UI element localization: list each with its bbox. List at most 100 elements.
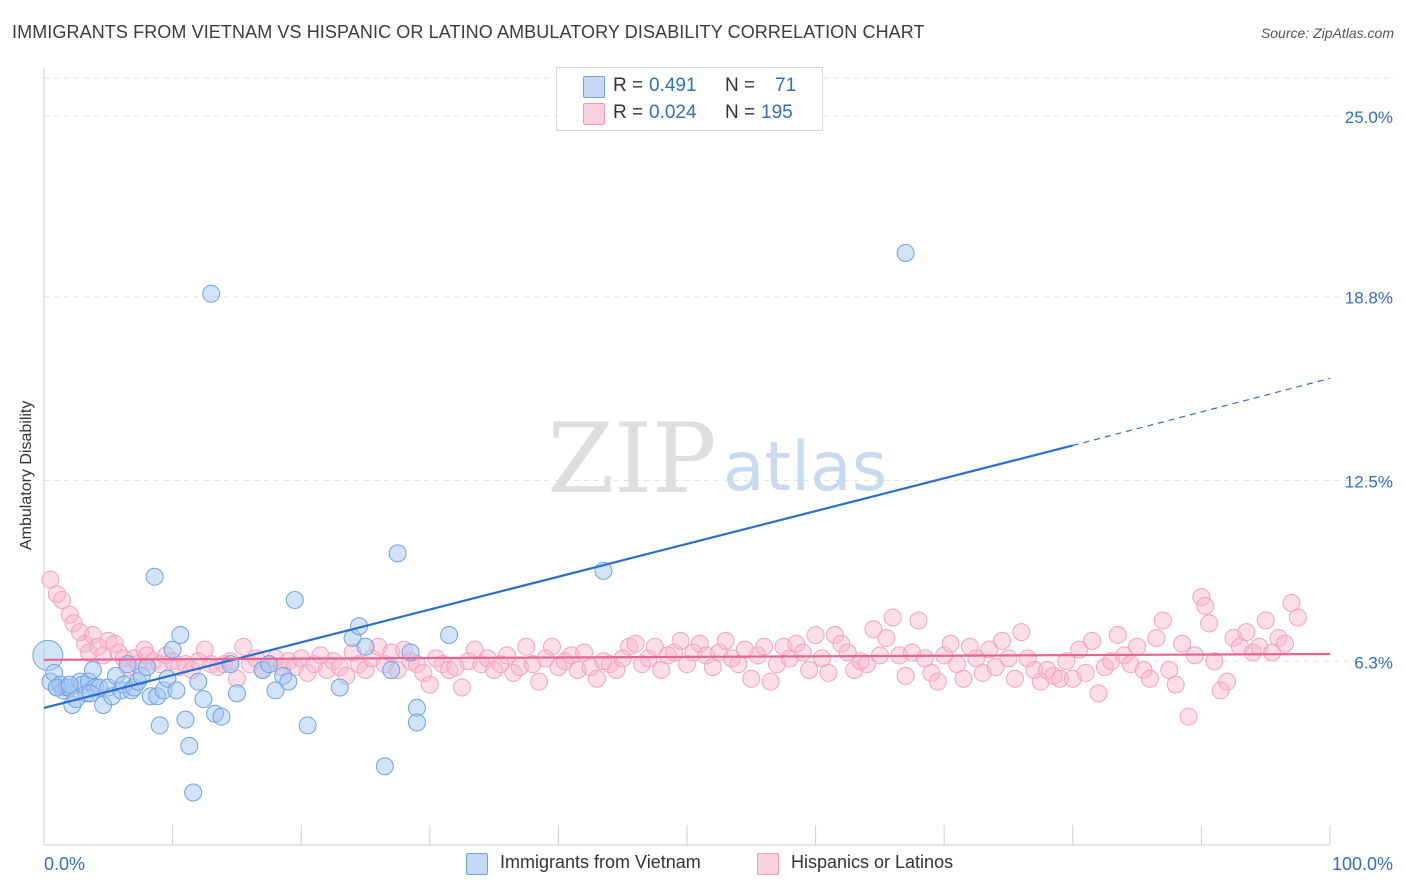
hispanics-point — [356, 661, 375, 680]
bottom-legend-label: Immigrants from Vietnam — [500, 852, 701, 872]
legend-swatch-hispanics — [583, 103, 605, 125]
hispanics-point — [645, 637, 664, 656]
watermark: ZIP atlas — [547, 403, 887, 515]
legend-n-value: 71 — [775, 75, 797, 96]
vietnam-point — [184, 783, 203, 802]
hispanics-point — [1012, 623, 1031, 642]
vietnam-point — [382, 661, 401, 680]
hispanics-point — [678, 655, 696, 674]
y-tick-label: 25.0% — [1345, 108, 1393, 127]
hispanics-point — [1196, 596, 1215, 615]
hispanics-point — [877, 628, 896, 647]
hispanics-point — [1179, 707, 1198, 726]
hispanics-point — [928, 672, 947, 691]
hispanics-point — [1108, 626, 1127, 645]
hispanics-point — [1275, 634, 1294, 653]
hispanics-point — [999, 649, 1018, 668]
legend-r-label: R = — [613, 75, 644, 96]
series-hispanics-points — [41, 570, 1307, 726]
y-axis-label-text: Ambulatory Disability — [18, 400, 35, 550]
hispanics-point — [941, 634, 960, 653]
hispanics-trend-line — [43, 652, 1331, 661]
hispanics-point — [883, 608, 902, 627]
hispanics-point — [954, 669, 973, 688]
watermark-zip: ZIP — [547, 403, 716, 515]
hispanics-point — [761, 672, 780, 691]
y-tick-label: 6.3% — [1354, 653, 1393, 672]
hispanics-point — [53, 591, 72, 610]
hispanics-point — [1083, 631, 1102, 650]
vietnam-point — [171, 626, 190, 645]
vietnam-point — [81, 684, 100, 703]
vietnam-point — [266, 681, 285, 700]
hispanics-point — [234, 637, 253, 656]
hispanics-point — [1237, 623, 1256, 642]
hispanics-point — [542, 637, 561, 656]
hispanics-point — [800, 661, 819, 680]
vietnam-point — [150, 716, 169, 735]
hispanics-point — [83, 626, 102, 645]
hispanics-point — [1153, 611, 1172, 630]
y-tick-label: 18.8% — [1345, 289, 1393, 308]
hispanics-point — [716, 631, 735, 650]
hispanics-point — [607, 661, 626, 680]
hispanics-point — [742, 669, 761, 688]
hispanics-point — [420, 675, 439, 694]
vietnam-point — [137, 658, 156, 677]
vietnam-point — [401, 643, 420, 662]
legend-n-label: N = — [725, 75, 756, 96]
tick-labels: 6.3% 12.5% 18.8% 25.0% 0.0% 100.0% — [44, 108, 1393, 874]
vietnam-point — [896, 243, 915, 262]
hispanics-point — [1076, 663, 1095, 682]
hispanics-point — [806, 626, 825, 645]
chart-title: IMMIGRANTS FROM VIETNAM VS HISPANIC OR L… — [12, 22, 925, 42]
hispanics-point — [530, 672, 549, 691]
hispanics-point — [497, 646, 516, 665]
grid-lines — [44, 77, 1395, 662]
hispanics-point — [517, 637, 536, 656]
hispanics-point — [1140, 669, 1159, 688]
hispanics-point — [639, 649, 658, 668]
vietnam-point — [145, 567, 164, 586]
hispanics-point — [60, 605, 79, 624]
correlation-legend: R = 0.491 N = 71 R = 0.024 N = 195 — [556, 67, 823, 131]
legend-n-label: N = — [725, 102, 756, 123]
hispanics-point — [986, 658, 1005, 677]
bottom-legend-swatch-vietnam — [466, 853, 488, 875]
hispanics-point — [896, 666, 915, 685]
legend-n-value: 195 — [761, 102, 793, 123]
hispanics-point — [690, 634, 709, 653]
vietnam-point — [163, 640, 182, 659]
bottom-legend-swatch-hispanics — [757, 853, 779, 875]
vietnam-point — [227, 684, 246, 703]
vietnam-point — [279, 672, 298, 691]
x-tick-label-max: 100.0% — [1332, 854, 1393, 874]
hispanics-point — [1256, 611, 1275, 630]
vietnam-trend-extension — [1072, 377, 1331, 447]
legend-r-label: R = — [613, 102, 644, 123]
vietnam-point — [189, 672, 208, 691]
hispanics-point — [1173, 634, 1192, 653]
hispanics-point — [1057, 652, 1076, 671]
hispanics-point — [1018, 649, 1037, 668]
hispanics-point — [980, 640, 999, 659]
vietnam-point — [260, 655, 279, 674]
vietnam-trend-line — [43, 444, 1074, 709]
vietnam-point — [388, 544, 407, 563]
hispanics-point — [1288, 608, 1307, 627]
hispanics-point — [613, 649, 632, 668]
vietnam-point — [440, 626, 459, 645]
hispanics-point — [864, 620, 883, 639]
vietnam-point — [298, 716, 317, 735]
hispanics-point — [755, 637, 774, 656]
legend-r-value: 0.491 — [649, 75, 697, 96]
hispanics-point — [793, 643, 812, 662]
hispanics-point — [1205, 652, 1224, 671]
vietnam-point — [285, 591, 304, 610]
hispanics-point — [1147, 628, 1166, 647]
bottom-legend-label: Hispanics or Latinos — [791, 852, 954, 872]
vietnam-point — [330, 678, 349, 697]
hispanics-point — [993, 631, 1012, 650]
vietnam-point — [202, 284, 221, 303]
